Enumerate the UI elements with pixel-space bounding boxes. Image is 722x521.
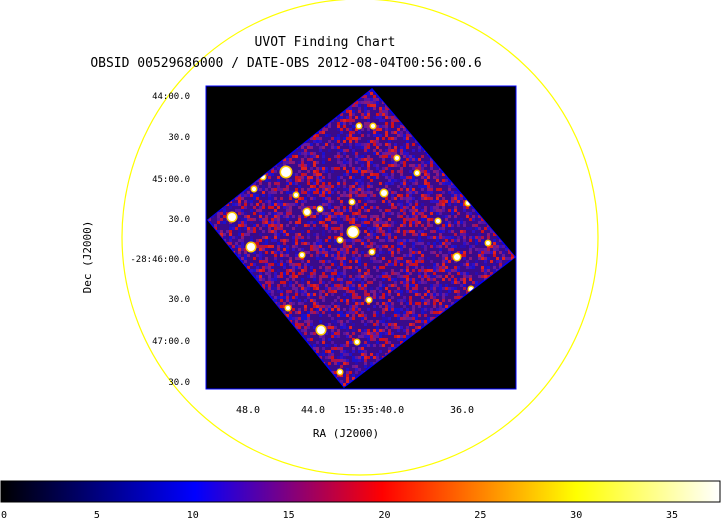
colorbar-tick-label: 10 (187, 510, 199, 521)
x-tick-labels: 48.0 44.0 15:35:40.0 36.0 (236, 405, 474, 416)
x-tick-label: 15:35:40.0 (344, 405, 404, 416)
x-tick-label: 36.0 (450, 405, 474, 416)
y-tick-label: -28:46:00.0 (130, 255, 190, 265)
y-tick-label: 30.0 (168, 295, 190, 305)
colorbar-tick-label: 30 (570, 510, 582, 521)
chart-title: UVOT Finding Chart (255, 35, 396, 50)
x-axis-label: RA (J2000) (313, 427, 379, 440)
y-tick-label: 30.0 (168, 215, 190, 225)
colorbar-tick-label: 20 (378, 510, 390, 521)
x-tick-label: 44.0 (301, 405, 325, 416)
colorbar-tick-label: 5 (94, 510, 100, 521)
colorbar-tick-label: 15 (283, 510, 295, 521)
uvot-field-circle (121, 0, 599, 476)
y-tick-labels: 44:00.0 30.0 45:00.0 30.0 -28:46:00.0 30.0 47:… (130, 92, 190, 388)
colorbar-tick-label: 35 (666, 510, 678, 521)
y-axis-label: Dec (J2000) (81, 221, 94, 294)
colorbar (0, 480, 721, 503)
y-tick-label: 30.0 (168, 133, 190, 143)
colorbar-tick-label: 25 (474, 510, 486, 521)
y-tick-label: 47:00.0 (152, 337, 190, 347)
y-tick-label: 45:00.0 (152, 175, 190, 185)
colorbar-tick-label: 0 (1, 510, 7, 521)
y-tick-label: 44:00.0 (152, 92, 190, 102)
y-tick-label: 30.0 (168, 378, 190, 388)
x-tick-label: 48.0 (236, 405, 260, 416)
chart-subtitle: OBSID 00529686000 / DATE-OBS 2012-08-04T… (90, 56, 481, 71)
colorbar-tick-labels: 0 5 10 15 20 25 30 35 (1, 510, 678, 521)
